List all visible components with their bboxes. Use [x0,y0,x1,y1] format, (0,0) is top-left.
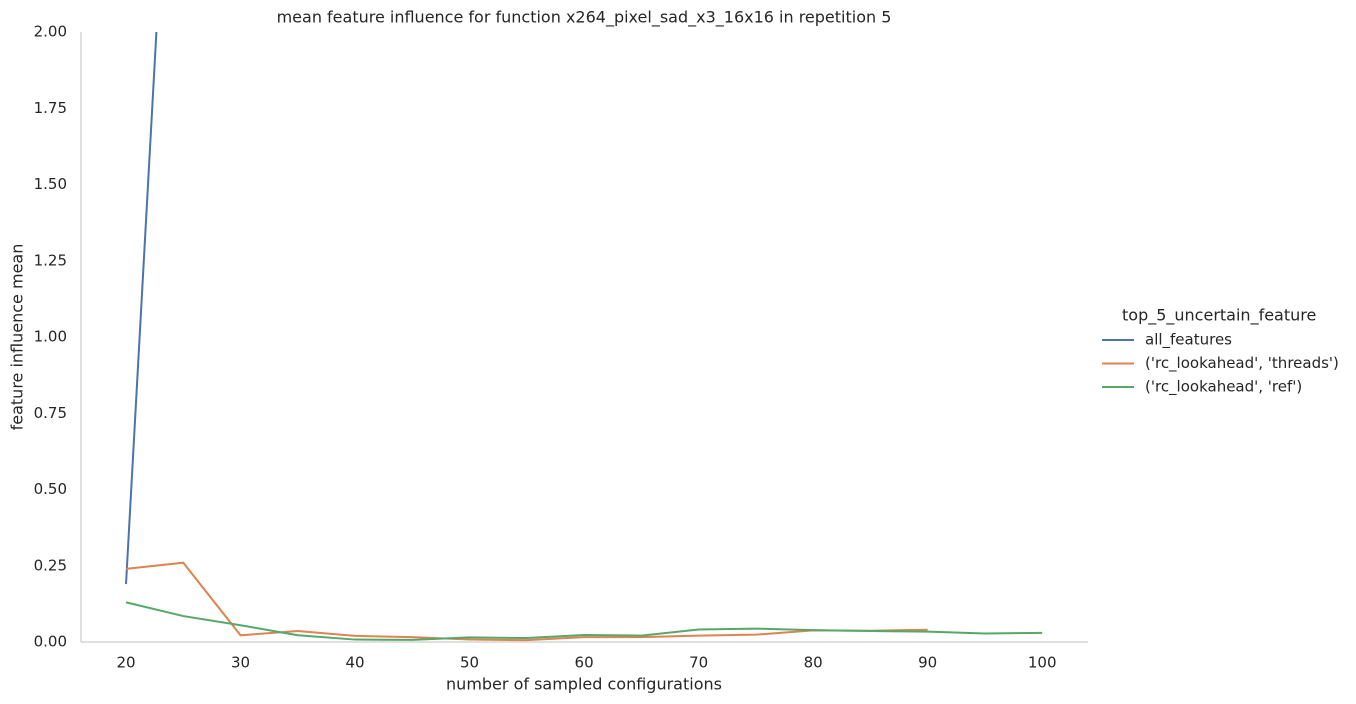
x-axis-label: number of sampled configurations [446,675,722,694]
x-tick-label: 60 [575,654,594,672]
legend-title: top_5_uncertain_feature [1122,306,1316,326]
x-tick-label: 40 [346,654,365,672]
data-line [125,601,1043,641]
x-tick-label: 80 [804,654,823,672]
y-axis-label: feature influence mean [8,244,27,431]
y-tick-label: 0.50 [34,480,67,498]
legend-label: ('rc_lookahead', 'threads') [1145,354,1339,373]
y-tick-label: 1.75 [34,99,67,117]
legend-label: all_features [1145,331,1232,350]
y-tick-label: 1.25 [34,251,67,269]
y-tick-label: 1.50 [34,175,67,193]
legend-label: ('rc_lookahead', 'ref') [1145,378,1302,397]
x-tick-label: 70 [689,654,708,672]
x-tick-label: 50 [460,654,479,672]
plot-area [125,32,1043,642]
x-tick-label: 100 [1028,654,1057,672]
chart-title: mean feature influence for function x264… [277,8,892,28]
y-tick-label: 0.25 [34,556,67,574]
y-tick-label: 2.00 [34,23,67,41]
y-tick-label: 0.00 [34,633,67,651]
x-tick-label: 90 [918,654,937,672]
data-line [125,561,928,642]
x-tick-label: 30 [231,654,250,672]
data-line [125,32,158,585]
x-tick-label: 20 [116,654,135,672]
y-tick-label: 0.75 [34,404,67,422]
y-tick-label: 1.00 [34,328,67,346]
